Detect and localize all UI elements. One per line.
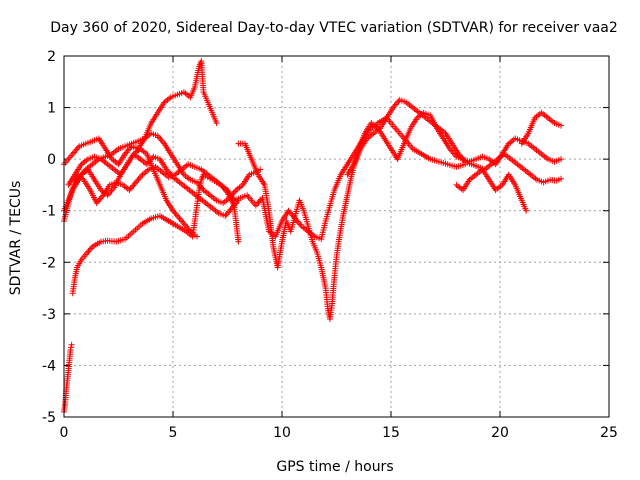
data-point-marker <box>257 166 264 173</box>
series-arc-2 <box>69 114 469 297</box>
y-tick-label: -5 <box>42 410 56 426</box>
y-tick-label: 0 <box>47 152 56 168</box>
x-tick-label: 5 <box>169 425 178 441</box>
data-point-marker <box>68 344 75 351</box>
data-point-marker <box>235 197 242 204</box>
y-tick-label: -3 <box>42 307 56 323</box>
series-arc-7 <box>71 145 200 240</box>
x-tick-label: 25 <box>600 425 618 441</box>
y-tick-label: 2 <box>47 49 56 65</box>
data-point-marker <box>558 156 565 163</box>
x-tick-label: 10 <box>273 425 291 441</box>
y-tick-label: -2 <box>42 255 56 271</box>
data-point-marker <box>68 341 75 348</box>
x-tick-label: 15 <box>382 425 400 441</box>
series-arc-8 <box>235 140 364 323</box>
data-point-marker <box>235 238 242 245</box>
y-tick-label: -4 <box>42 358 56 374</box>
data-point-marker <box>67 346 74 353</box>
x-axis-label: GPS time / hours <box>276 459 393 475</box>
series-arc-6 <box>65 150 242 219</box>
series-arc-12 <box>518 109 565 147</box>
x-tick-label: 0 <box>60 425 69 441</box>
data-point-marker <box>558 175 565 182</box>
plot-frame <box>63 55 610 418</box>
x-tick-label: 20 <box>491 425 509 441</box>
data-point-marker <box>213 120 220 127</box>
data-point-marker <box>523 207 530 214</box>
series-arc-1 <box>61 341 75 415</box>
series-arc-10 <box>355 109 565 168</box>
data-point-marker <box>193 233 200 240</box>
y-tick-label: -1 <box>42 204 56 220</box>
grid <box>64 56 609 417</box>
chart-title: Day 360 of 2020, Sidereal Day-to-day VTE… <box>50 20 618 36</box>
y-tick-label: 1 <box>47 101 56 117</box>
data-point-marker <box>558 122 565 129</box>
y-axis-label: SDTVAR / TECUs <box>8 181 24 296</box>
series-arc-11 <box>453 166 530 214</box>
data-series <box>61 58 565 415</box>
